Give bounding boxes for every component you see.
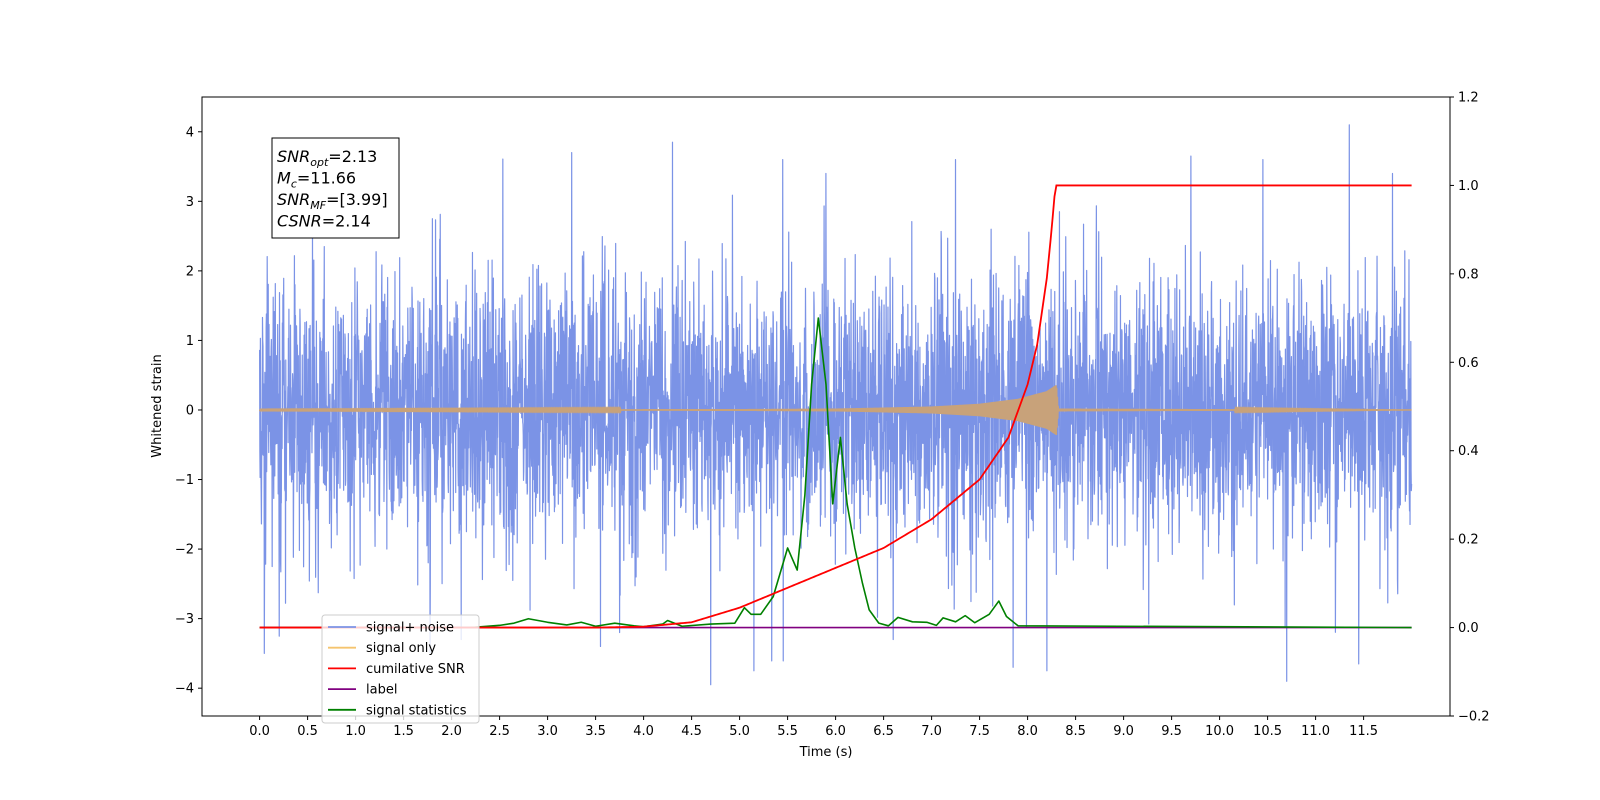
y-axis-left: 4 3 2 1 0 −1 −2 −3 −4 [175,125,202,697]
y-right-tick-label: 0.0 [1458,621,1479,636]
y-right-tick-label: 0.2 [1458,533,1479,548]
y-axis-left-title: Whitened strain [150,354,165,457]
x-tick-label: 3.5 [585,724,606,739]
y-axis-right: 1.2 1.0 0.8 0.6 0.4 0.2 0.0 −0.2 [1450,91,1490,725]
x-tick-label: 5.5 [777,724,798,739]
x-tick-label: 9.5 [1161,724,1182,739]
x-tick-label: 1.5 [393,724,414,739]
annotation-subscript: c [291,178,297,191]
annotation-symbol: SNR [277,147,310,166]
x-tick-label: 10.0 [1205,724,1234,739]
y-right-tick-label: −0.2 [1458,710,1490,725]
x-tick-label: 4.5 [681,724,702,739]
legend-label: signal only [366,641,436,656]
annotation-subscript: MF [310,199,326,212]
x-tick-label: 2.5 [489,724,510,739]
annotation-line: SNRopt=2.13 [277,147,377,169]
x-tick-label: 3.0 [537,724,558,739]
annotation-subscript: opt [310,156,329,169]
x-tick-label: 7.5 [969,724,990,739]
x-tick-label: 5.0 [729,724,750,739]
y-left-tick-label: 1 [186,334,194,349]
y-left-tick-label: −3 [175,612,194,627]
annotation-symbol: M [277,169,291,188]
y-left-tick-label: 2 [186,264,194,279]
x-tick-label: 1.0 [345,724,366,739]
series-signal-only-line [258,385,1412,435]
annotation-symbol: CSNR [277,212,322,231]
legend-frame [321,614,480,724]
annotation-frame [271,137,400,239]
y-left-tick-label: −1 [175,473,194,488]
y-left-tick-label: 3 [186,195,194,210]
x-tick-label: 7.0 [921,724,942,739]
series-signal-noise-line [259,124,1413,686]
annotation-value: =2.14 [322,212,371,231]
x-tick-label: 6.0 [825,724,846,739]
annotation-line: CSNR=2.14 [277,212,371,231]
annotation-value: =2.13 [328,147,377,166]
x-tick-label: 6.5 [873,724,894,739]
plot-frame [201,96,1451,717]
annotation-symbol: SNR [277,190,310,209]
y-right-tick-label: 1.2 [1458,91,1479,106]
x-tick-label: 4.0 [633,724,654,739]
series-signal-statistics-line [259,317,1412,629]
annotation-line: Mc=11.66 [277,169,356,191]
annotation-value: =[3.99] [326,190,388,209]
x-tick-label: 11.0 [1301,724,1330,739]
x-tick-label: 8.0 [1017,724,1038,739]
y-left-tick-label: 0 [186,403,194,418]
y-right-tick-label: 1.0 [1458,179,1479,194]
legend-label: cumilative SNR [366,662,465,677]
legend-label: label [366,683,397,698]
y-left-tick-label: −4 [175,682,194,697]
x-axis-title: Time (s) [799,745,853,760]
annotation-line: SNRMF=[3.99] [277,190,388,212]
y-left-tick-label: 4 [186,125,194,140]
legend: signal+ noise signal only cumilative SNR la… [321,614,480,724]
x-tick-label: 8.5 [1065,724,1086,739]
x-tick-label: 11.5 [1349,724,1378,739]
annotation-value: =11.66 [297,169,356,188]
y-right-tick-label: 0.8 [1458,267,1479,282]
legend-label: signal+ noise [366,621,454,636]
x-tick-label: 0.5 [297,724,318,739]
legend-label: signal statistics [366,703,467,718]
x-tick-label: 0.0 [249,724,270,739]
y-right-tick-label: 0.4 [1458,444,1479,459]
y-right-tick-label: 0.6 [1458,356,1479,371]
x-tick-label: 9.0 [1113,724,1134,739]
x-tick-label: 10.5 [1253,724,1282,739]
x-tick-label: 2.0 [441,724,462,739]
y-left-tick-label: −2 [175,543,194,558]
x-axis: 0.0 0.5 1.0 1.5 2.0 2.5 3.0 3.5 4.0 4.5 5.0 5.5 6.0 6… [249,716,1378,739]
